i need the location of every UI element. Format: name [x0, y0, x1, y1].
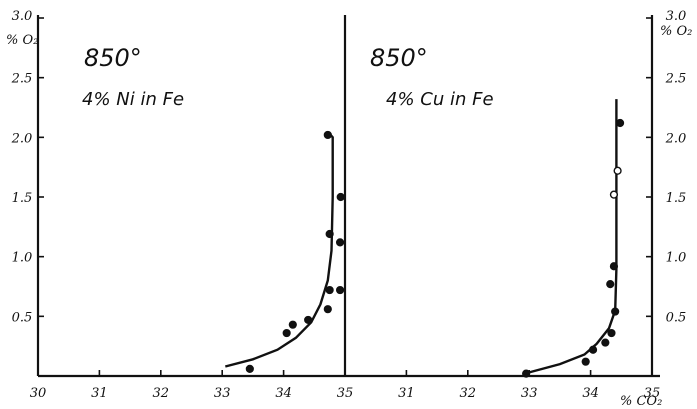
x-tick-label: 31 [398, 386, 415, 401]
y-tick-label: 3.0 [666, 9, 687, 24]
data-point [601, 338, 610, 347]
data-point [581, 357, 590, 366]
x-tick-label: 33 [521, 386, 538, 401]
data-point [606, 280, 615, 289]
fit-curve [224, 133, 334, 368]
x-tick-label: 35 [337, 386, 354, 401]
data-point [323, 130, 332, 140]
data-point [588, 345, 598, 354]
data-point [335, 285, 345, 295]
y-tick-label: 1.5 [666, 191, 687, 206]
data-point [304, 315, 313, 325]
y-tick-label: 0.5 [12, 310, 33, 325]
right-xlabel: % CO₂ [620, 394, 662, 409]
data-point [607, 328, 616, 338]
y-tick-label: 2.5 [11, 72, 33, 87]
right-temperature-label: 850° [370, 44, 428, 72]
x-tick-label: 31 [91, 386, 108, 401]
x-tick-label: 30 [30, 386, 47, 401]
y-tick-label: 1.0 [12, 251, 33, 266]
x-tick-label: 34 [275, 386, 292, 401]
y-tick-label: 0.5 [666, 310, 687, 325]
y-tick-label: 1.5 [12, 191, 33, 206]
data-point [611, 307, 620, 316]
fit-curve [528, 99, 618, 374]
y-tick-label: 2.0 [665, 131, 687, 146]
data-point [325, 285, 334, 295]
y-tick-label: 2.0 [11, 131, 33, 146]
y-tick-label: 1.0 [666, 251, 687, 266]
data-point [336, 192, 345, 202]
data-point [288, 320, 297, 329]
data-point [282, 328, 291, 338]
data-point [615, 118, 625, 128]
right-composition-label: 4% Cu in Fe [386, 89, 494, 110]
data-point [323, 305, 332, 314]
x-tick-label: 32 [460, 386, 477, 401]
left-composition-label: 4% Ni in Fe [82, 89, 184, 110]
left-ylabel: % O₂ [6, 33, 38, 48]
right-ylabel: % O₂ [660, 24, 692, 39]
left-temperature-label: 850° [84, 44, 142, 72]
open-data-point [609, 190, 619, 199]
data-point [325, 229, 334, 239]
x-tick-label: 32 [153, 386, 170, 401]
data-point [609, 262, 619, 271]
open-data-point [613, 166, 622, 175]
x-tick-label: 33 [214, 386, 231, 401]
x-tick-label: 34 [582, 386, 599, 401]
y-tick-label: 3.0 [12, 9, 33, 24]
panel-right: 850° 4% Cu in Fe % O₂ % CO₂ 31 32 33 34 35 0.… [370, 9, 692, 409]
data-point [245, 364, 254, 373]
panel-left: 850° 4% Ni in Fe % O₂ 30 31 32 33 34 35 0.5 1.0… [6, 9, 353, 401]
x-tick-label: 35 [644, 386, 661, 401]
data-point [335, 238, 345, 247]
y-tick-label: 2.5 [665, 72, 687, 87]
